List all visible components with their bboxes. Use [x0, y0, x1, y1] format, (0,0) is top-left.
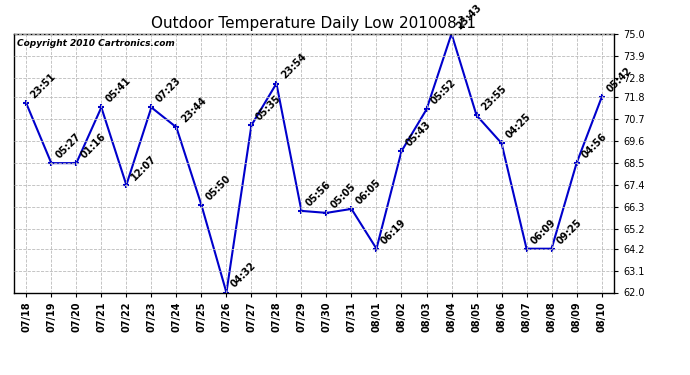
Text: 23:51: 23:51: [29, 72, 58, 100]
Text: 05:05: 05:05: [329, 181, 358, 210]
Text: 12:07: 12:07: [129, 153, 158, 182]
Text: 09:25: 09:25: [554, 217, 583, 246]
Text: 23:43: 23:43: [454, 2, 483, 31]
Text: 06:19: 06:19: [380, 217, 408, 246]
Text: 01:16: 01:16: [79, 131, 108, 160]
Text: 23:54: 23:54: [279, 52, 308, 81]
Text: 05:56: 05:56: [304, 179, 333, 208]
Text: 23:44: 23:44: [179, 96, 208, 124]
Text: 06:05: 06:05: [354, 177, 383, 206]
Text: 07:23: 07:23: [154, 76, 183, 105]
Text: 05:43: 05:43: [404, 119, 433, 148]
Text: 23:55: 23:55: [480, 84, 509, 112]
Text: 05:27: 05:27: [54, 131, 83, 160]
Text: 04:32: 04:32: [229, 261, 258, 290]
Text: 04:25: 04:25: [504, 111, 533, 141]
Text: 05:52: 05:52: [429, 78, 458, 106]
Text: 05:35: 05:35: [254, 93, 283, 123]
Title: Outdoor Temperature Daily Low 20100811: Outdoor Temperature Daily Low 20100811: [151, 16, 477, 31]
Text: 05:42: 05:42: [604, 66, 633, 94]
Text: 05:50: 05:50: [204, 173, 233, 202]
Text: Copyright 2010 Cartronics.com: Copyright 2010 Cartronics.com: [17, 39, 175, 48]
Text: 04:56: 04:56: [580, 131, 609, 160]
Text: 06:09: 06:09: [529, 217, 558, 246]
Text: 05:41: 05:41: [104, 76, 133, 105]
